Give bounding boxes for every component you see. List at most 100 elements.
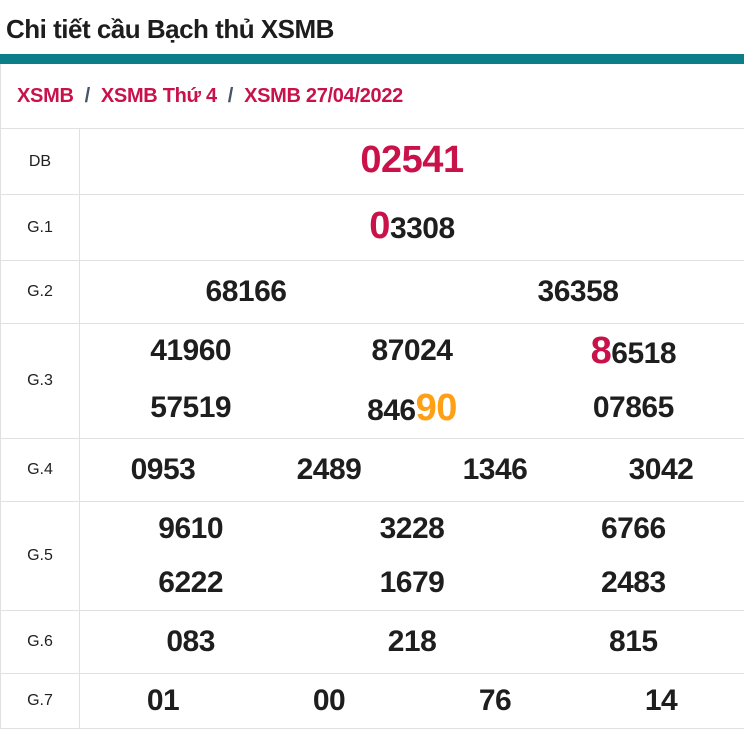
number-line: 6222 1679 2483: [80, 556, 744, 610]
page-title: Chi tiết cầu Bạch thủ XSMB: [6, 14, 334, 44]
prize-label: G.1: [1, 195, 80, 260]
prize-values: 9610 3228 6766 6222 1679 2483: [80, 502, 744, 610]
number-line: 03308: [80, 195, 744, 260]
number-cell: 68166: [80, 261, 412, 323]
number-segment: 3228: [379, 512, 445, 545]
number-cell: 218: [301, 611, 522, 673]
number-cell: 87024: [301, 324, 522, 381]
number-line: 02541: [80, 129, 744, 194]
number-segment-highlight: 0: [369, 205, 390, 247]
prize-values: 01 00 76 14: [80, 674, 744, 728]
number-segment: 00: [312, 684, 346, 717]
results-table: DB 02541 G.1 03308 G.2 68166 36358 G.3 41960 8702…: [1, 129, 744, 729]
prize-label: G.7: [1, 674, 80, 728]
number-segment: 815: [609, 625, 658, 658]
number-segment: 1679: [379, 566, 445, 599]
number-cell: 0953: [80, 439, 246, 501]
number-cell: 2489: [246, 439, 412, 501]
number-cell: 1346: [412, 439, 578, 501]
prize-row-g7: G.7 01 00 76 14: [1, 674, 744, 729]
number-segment: 87024: [371, 334, 453, 367]
number-line: 083 218 815: [80, 611, 744, 673]
number-cell: 6222: [80, 556, 301, 610]
number-segment: 57519: [150, 391, 232, 424]
prize-row-g4: G.4 0953 2489 1346 3042: [1, 439, 744, 502]
number-segment: 9610: [158, 512, 224, 545]
number-segment: 218: [387, 625, 437, 658]
number-segment-highlight: 8: [590, 330, 612, 372]
number-cell: 02541: [80, 129, 744, 194]
number-segment: 6518: [611, 337, 677, 370]
number-cell: 00: [246, 674, 412, 728]
number-segment: 0953: [130, 453, 196, 486]
number-segment: 36358: [537, 275, 619, 308]
prize-label: G.3: [1, 324, 80, 438]
prize-row-g6: G.6 083 218 815: [1, 611, 744, 674]
prize-label: G.5: [1, 502, 80, 610]
number-cell: 03308: [80, 195, 744, 260]
number-cell: 815: [523, 611, 744, 673]
breadcrumb-separator: /: [84, 84, 91, 107]
number-cell: 36358: [412, 261, 744, 323]
number-line: 0953 2489 1346 3042: [80, 439, 744, 501]
prize-label: G.2: [1, 261, 80, 323]
number-cell: 76: [412, 674, 578, 728]
number-segment: 01: [146, 684, 180, 717]
number-segment: 083: [166, 625, 215, 658]
number-line: 68166 36358: [80, 261, 744, 323]
number-cell: 14: [578, 674, 744, 728]
accent-bar: [0, 54, 744, 64]
number-segment: 846: [367, 394, 416, 427]
prize-row-g3: G.3 41960 87024 86518 57519 84690 07865: [1, 324, 744, 439]
number-line: 57519 84690 07865: [80, 381, 744, 438]
number-cell: 07865: [523, 381, 744, 438]
number-cell: 41960: [80, 324, 301, 381]
number-segment: 2483: [600, 566, 666, 599]
results-panel: XSMB / XSMB Thứ 4 / XSMB 27/04/2022 DB 02541 G…: [0, 64, 744, 729]
prize-values: 083 218 815: [80, 611, 744, 673]
prize-row-g1: G.1 03308: [1, 195, 744, 261]
number-cell: 083: [80, 611, 301, 673]
number-segment-highlight: 02541: [360, 139, 464, 181]
prize-values: 68166 36358: [80, 261, 744, 323]
number-segment: 68166: [205, 275, 287, 308]
number-cell: 01: [80, 674, 246, 728]
number-cell: 84690: [301, 381, 522, 438]
number-cell: 6766: [523, 502, 744, 556]
number-cell: 2483: [523, 556, 744, 610]
prize-label: G.6: [1, 611, 80, 673]
number-line: 41960 87024 86518: [80, 324, 744, 381]
breadcrumb-link[interactable]: XSMB: [17, 84, 74, 107]
prize-row-g5: G.5 9610 3228 6766 6222 1679 2483: [1, 502, 744, 611]
number-segment: 6222: [158, 566, 224, 599]
prize-label: G.4: [1, 439, 80, 501]
number-cell: 57519: [80, 381, 301, 438]
number-segment: 3042: [628, 453, 694, 486]
number-segment: 3308: [389, 212, 455, 245]
breadcrumb-link[interactable]: XSMB 27/04/2022: [244, 84, 404, 107]
number-cell: 9610: [80, 502, 301, 556]
prize-values: 0953 2489 1346 3042: [80, 439, 744, 501]
number-cell: 86518: [523, 324, 744, 381]
breadcrumb: XSMB / XSMB Thứ 4 / XSMB 27/04/2022: [1, 64, 744, 129]
number-segment: 07865: [592, 391, 674, 424]
number-segment-highlight: 90: [415, 387, 458, 429]
number-segment: 41960: [150, 334, 232, 367]
number-cell: 3228: [301, 502, 522, 556]
prize-label: DB: [1, 129, 80, 194]
prize-values: 03308: [80, 195, 744, 260]
number-segment: 14: [644, 684, 678, 717]
prize-values: 02541: [80, 129, 744, 194]
number-cell: 1679: [301, 556, 522, 610]
prize-values: 41960 87024 86518 57519 84690 07865: [80, 324, 744, 438]
number-segment: 6766: [600, 512, 666, 545]
number-line: 9610 3228 6766: [80, 502, 744, 556]
breadcrumb-separator: /: [227, 84, 234, 107]
breadcrumb-link[interactable]: XSMB Thứ 4: [100, 84, 217, 107]
number-cell: 3042: [578, 439, 744, 501]
number-segment: 2489: [296, 453, 362, 486]
number-line: 01 00 76 14: [80, 674, 744, 728]
number-segment: 1346: [462, 453, 528, 486]
prize-row-g2: G.2 68166 36358: [1, 261, 744, 324]
prize-row-db: DB 02541: [1, 129, 744, 195]
